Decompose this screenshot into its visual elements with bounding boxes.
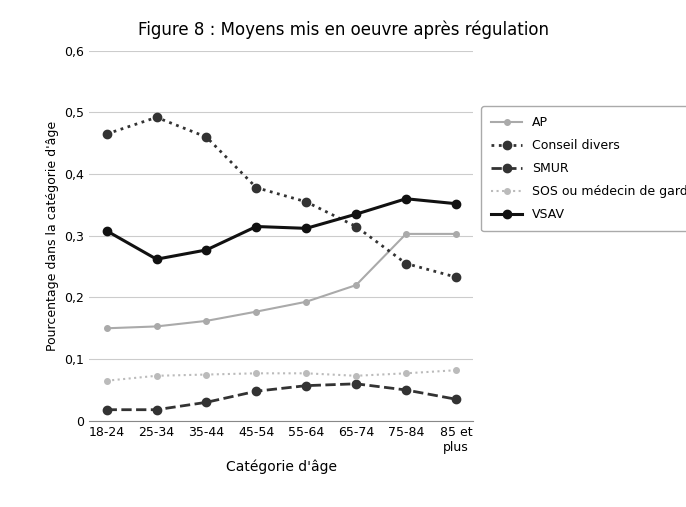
Text: Figure 8 : Moyens mis en oeuvre après régulation: Figure 8 : Moyens mis en oeuvre après ré… bbox=[137, 20, 549, 39]
X-axis label: Catégorie d'âge: Catégorie d'âge bbox=[226, 459, 337, 474]
AP bbox=[252, 309, 261, 315]
Conseil divers bbox=[202, 134, 211, 140]
VSAV bbox=[352, 211, 360, 217]
AP bbox=[302, 299, 310, 305]
SOS ou médecin de garde bbox=[102, 378, 110, 384]
Line: Conseil divers: Conseil divers bbox=[102, 113, 460, 281]
AP bbox=[102, 325, 110, 332]
SOS ou médecin de garde bbox=[352, 373, 360, 379]
Line: AP: AP bbox=[104, 231, 459, 331]
SOS ou médecin de garde bbox=[252, 370, 261, 376]
VSAV bbox=[202, 247, 211, 253]
AP bbox=[352, 282, 360, 288]
Legend: AP, Conseil divers, SMUR, SOS ou médecin de garde, VSAV: AP, Conseil divers, SMUR, SOS ou médecin… bbox=[481, 106, 686, 231]
Conseil divers bbox=[102, 131, 110, 137]
AP bbox=[452, 231, 460, 237]
SOS ou médecin de garde bbox=[402, 370, 410, 376]
VSAV bbox=[252, 224, 261, 230]
AP bbox=[402, 231, 410, 237]
AP bbox=[152, 323, 161, 330]
SMUR bbox=[302, 383, 310, 389]
SMUR bbox=[252, 388, 261, 394]
SMUR bbox=[152, 407, 161, 413]
Conseil divers bbox=[152, 114, 161, 120]
Conseil divers bbox=[252, 185, 261, 191]
SOS ou médecin de garde bbox=[452, 367, 460, 373]
SMUR bbox=[202, 400, 211, 406]
Line: VSAV: VSAV bbox=[102, 195, 460, 263]
Conseil divers bbox=[302, 199, 310, 205]
VSAV bbox=[452, 201, 460, 207]
SOS ou médecin de garde bbox=[302, 370, 310, 376]
SOS ou médecin de garde bbox=[202, 372, 211, 378]
Conseil divers bbox=[352, 224, 360, 230]
SMUR bbox=[352, 381, 360, 387]
VSAV bbox=[152, 256, 161, 262]
Line: SMUR: SMUR bbox=[102, 380, 460, 414]
SMUR bbox=[452, 396, 460, 402]
VSAV bbox=[302, 225, 310, 231]
Line: SOS ou médecin de garde: SOS ou médecin de garde bbox=[104, 368, 459, 383]
SMUR bbox=[402, 387, 410, 393]
VSAV bbox=[102, 228, 110, 234]
Conseil divers bbox=[402, 261, 410, 267]
Conseil divers bbox=[452, 274, 460, 280]
VSAV bbox=[402, 196, 410, 202]
Y-axis label: Pourcentage dans la catégorie d'âge: Pourcentage dans la catégorie d'âge bbox=[46, 121, 59, 351]
AP bbox=[202, 318, 211, 324]
SMUR bbox=[102, 407, 110, 413]
SOS ou médecin de garde bbox=[152, 373, 161, 379]
